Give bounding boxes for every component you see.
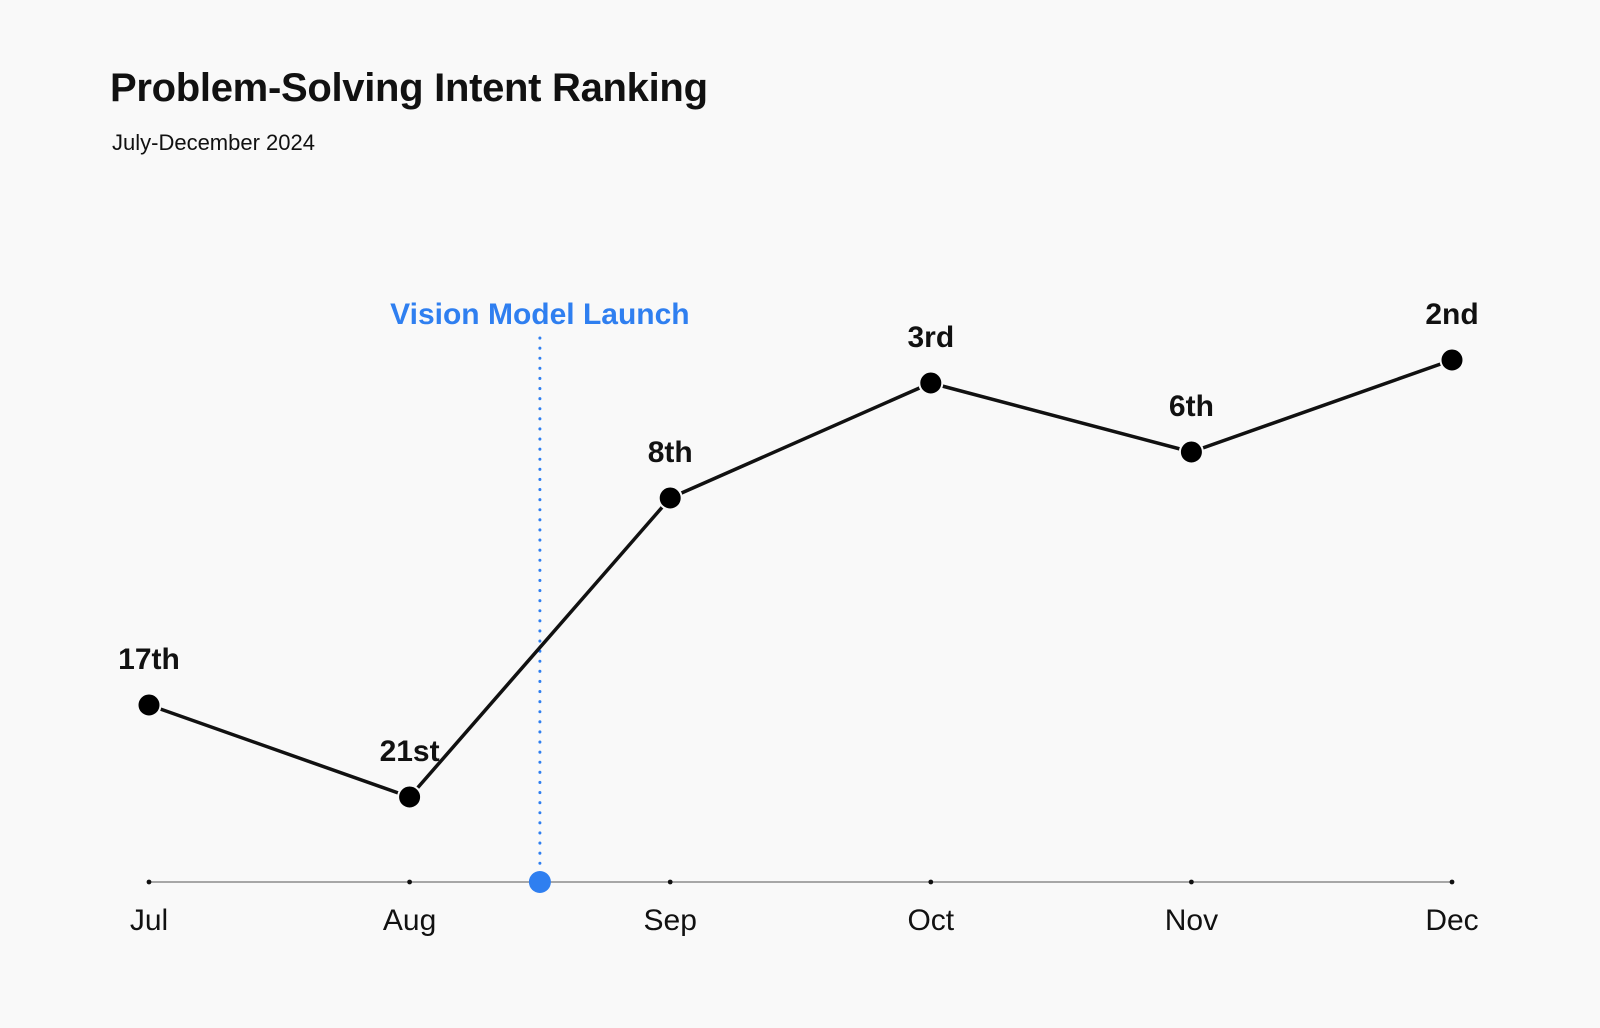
data-label-oct: 3rd <box>907 321 954 354</box>
x-tick-label-dec: Dec <box>1425 904 1478 937</box>
data-labels: 17th 21st 8th 3rd 6th 2nd <box>118 298 1479 768</box>
x-tick-label-nov: Nov <box>1165 904 1218 937</box>
series-line <box>147 358 1454 799</box>
annotation-marker <box>528 871 551 893</box>
x-tick-label-sep: Sep <box>644 904 697 937</box>
data-label-aug: 21st <box>380 735 440 768</box>
x-tick-aug <box>407 879 412 885</box>
data-label-nov: 6th <box>1169 390 1214 423</box>
data-label-sep: 8th <box>648 436 693 469</box>
data-point-oct <box>918 370 944 396</box>
x-tick-label-aug: Aug <box>383 904 436 937</box>
chart-title: Problem-Solving Intent Ranking <box>110 66 708 110</box>
annotation-label: Vision Model Launch <box>390 298 689 331</box>
series-line-layer <box>147 358 1454 799</box>
x-tick-sep <box>667 879 673 885</box>
data-label-jul: 17th <box>118 643 180 676</box>
data-point-sep <box>657 485 683 511</box>
x-tick-label-oct: Oct <box>907 904 954 937</box>
data-point-dec <box>1439 347 1465 373</box>
data-point-nov <box>1178 439 1204 465</box>
data-point-jul <box>136 692 162 718</box>
x-axis <box>146 879 1455 885</box>
x-tick-oct <box>928 879 934 885</box>
x-tick-labels: Jul Aug Sep Oct Nov Dec <box>130 904 1479 937</box>
x-tick-nov <box>1189 879 1194 885</box>
annotation: Vision Model Launch <box>390 298 690 893</box>
x-tick-dec <box>1449 879 1455 885</box>
data-point-aug <box>397 784 423 810</box>
chart-subtitle: July-December 2024 <box>112 130 315 155</box>
data-label-dec: 2nd <box>1425 298 1478 331</box>
data-points <box>136 347 1465 810</box>
x-tick-jul <box>146 879 152 885</box>
x-tick-label-jul: Jul <box>130 904 168 937</box>
